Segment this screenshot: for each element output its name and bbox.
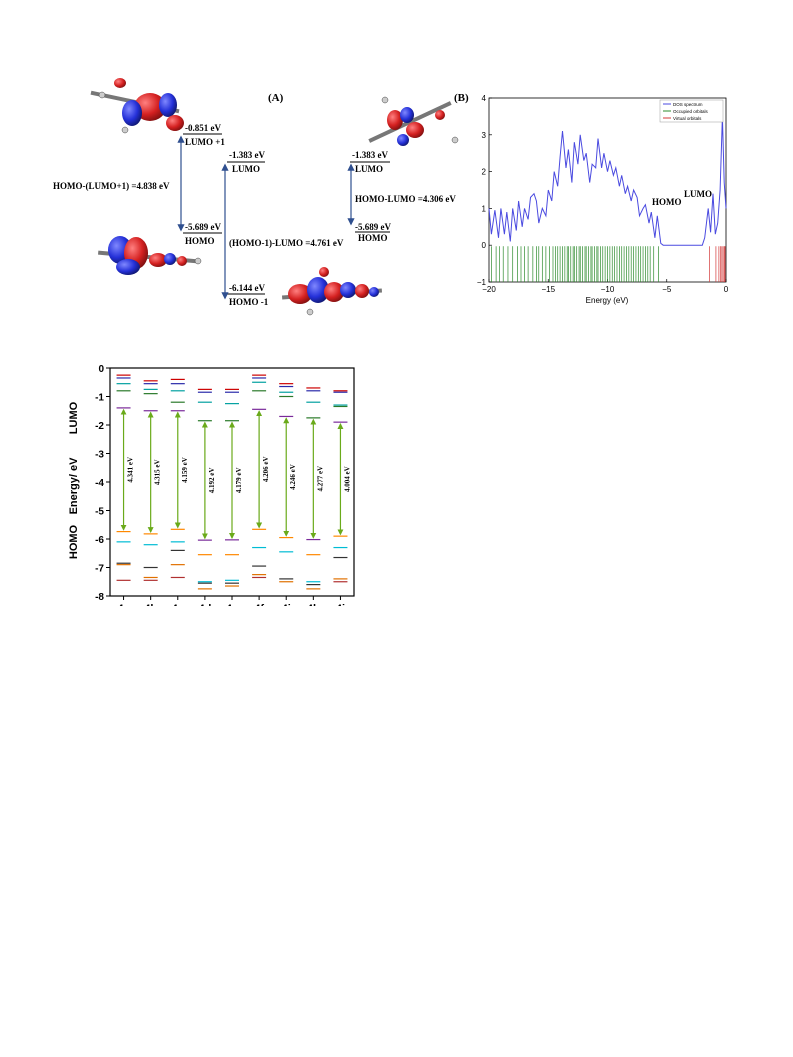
x-tick-label: −20 bbox=[482, 285, 496, 294]
x-tick-label: 0 bbox=[724, 285, 729, 294]
gap-label: 4.341 eV bbox=[127, 457, 135, 483]
dos-spectrum-line bbox=[488, 116, 727, 246]
x-tick-label: −5 bbox=[662, 285, 672, 294]
homo-minus1-energy: -6.144 eV bbox=[229, 283, 265, 293]
x-tick-label: 4f bbox=[254, 603, 264, 606]
legend-item-occupied: Occupied orbitals bbox=[673, 109, 709, 114]
gap-label: 4.206 eV bbox=[262, 456, 270, 482]
y-tick-label: -2 bbox=[95, 421, 104, 432]
y-tick-label: -1 bbox=[95, 393, 104, 404]
gap-label-homo-lumo: HOMO-LUMO =4.306 eV bbox=[355, 194, 456, 204]
lumo-plus1-energy: -0.851 eV bbox=[185, 123, 221, 133]
homo-energy: -5.689 eV bbox=[185, 222, 221, 232]
x-tick-label: 4c bbox=[172, 603, 184, 606]
panel-a-orbital-diagram: (A) bbox=[53, 78, 459, 316]
x-tick-label: 4e bbox=[226, 603, 238, 606]
y-tick-label: 4 bbox=[482, 94, 487, 103]
gap-label: 4.159 eV bbox=[181, 457, 189, 483]
y-tick-label: 3 bbox=[482, 131, 487, 140]
homo-energy: -5.689 eV bbox=[355, 222, 391, 232]
molecule-orbital-icon bbox=[90, 78, 184, 134]
lumo-side-label: LUMO bbox=[68, 401, 80, 434]
lumo-energy: -1.383 eV bbox=[229, 150, 265, 160]
panel-b-label: (B) bbox=[454, 92, 469, 104]
y-axis-label: Energy/ eV bbox=[68, 457, 80, 515]
y-tick-label: 0 bbox=[98, 364, 104, 375]
y-tick-label: 2 bbox=[482, 168, 487, 177]
frontier-orbital-energy-chart: 0 -1 -2 -3 -4 -5 -6 -7 -8 4a 4b 4c 4d 4e 4f 4j 4h 4i 4.3… bbox=[68, 364, 355, 606]
annotation-homo: HOMO bbox=[652, 197, 682, 207]
x-tick-label: 4a bbox=[117, 603, 130, 606]
homo-label: HOMO bbox=[185, 236, 215, 246]
x-tick-label: −15 bbox=[541, 285, 555, 294]
molecule-orbital-icon bbox=[98, 236, 202, 275]
y-tick-label: -8 bbox=[95, 592, 104, 603]
y-tick-label: -7 bbox=[95, 564, 104, 575]
gap-label: 4.246 eV bbox=[289, 464, 297, 490]
x-tick-label: 4h bbox=[307, 603, 320, 606]
legend: DOS spectrum Occupied orbitals Virtual o… bbox=[659, 99, 724, 123]
gap-label: 4.277 eV bbox=[316, 466, 324, 492]
gap-label: 4.315 eV bbox=[154, 459, 162, 485]
y-tick-label: −1 bbox=[477, 278, 487, 287]
lumo-plus1-label: LUMO +1 bbox=[185, 137, 225, 147]
legend-item-dos: DOS spectrum bbox=[673, 102, 703, 107]
x-tick-label: 4b bbox=[144, 603, 157, 606]
gap-label: 4.179 eV bbox=[235, 467, 243, 493]
x-axis-label: Energy (eV) bbox=[586, 296, 629, 305]
gap-label-homo-lumo1: HOMO-(LUMO+1) =4.838 eV bbox=[53, 181, 170, 191]
homo-label: HOMO bbox=[358, 233, 388, 243]
lumo-energy: -1.383 eV bbox=[352, 150, 388, 160]
gap-label: 4.192 eV bbox=[208, 468, 216, 494]
molecule-orbital-icon bbox=[368, 96, 459, 146]
legend-item-virtual: Virtual orbitals bbox=[673, 116, 702, 121]
y-tick-label: 1 bbox=[482, 204, 487, 213]
x-tick-label: −10 bbox=[601, 285, 615, 294]
homo-side-label: HOMO bbox=[68, 524, 80, 559]
lumo-label: LUMO bbox=[232, 164, 260, 174]
gap-label-homo1-lumo: (HOMO-1)-LUMO =4.761 eV bbox=[229, 238, 344, 248]
y-tick-label: -4 bbox=[95, 478, 104, 489]
homo-minus1-label: HOMO -1 bbox=[229, 297, 269, 307]
y-tick-label: -5 bbox=[95, 507, 104, 518]
gap-label: 4.004 eV bbox=[343, 466, 351, 492]
x-tick-label: 4i bbox=[336, 603, 345, 606]
y-tick-label: -3 bbox=[95, 450, 104, 461]
molecule-orbital-icon bbox=[281, 267, 383, 316]
annotation-lumo: LUMO bbox=[684, 189, 712, 199]
x-tick-label: 4j bbox=[282, 603, 291, 606]
panel-a-label: (A) bbox=[268, 92, 284, 104]
y-tick-label: -6 bbox=[95, 535, 104, 546]
y-tick-label: 0 bbox=[482, 241, 487, 250]
x-tick-label: 4d bbox=[198, 603, 211, 606]
lumo-label: LUMO bbox=[355, 164, 383, 174]
